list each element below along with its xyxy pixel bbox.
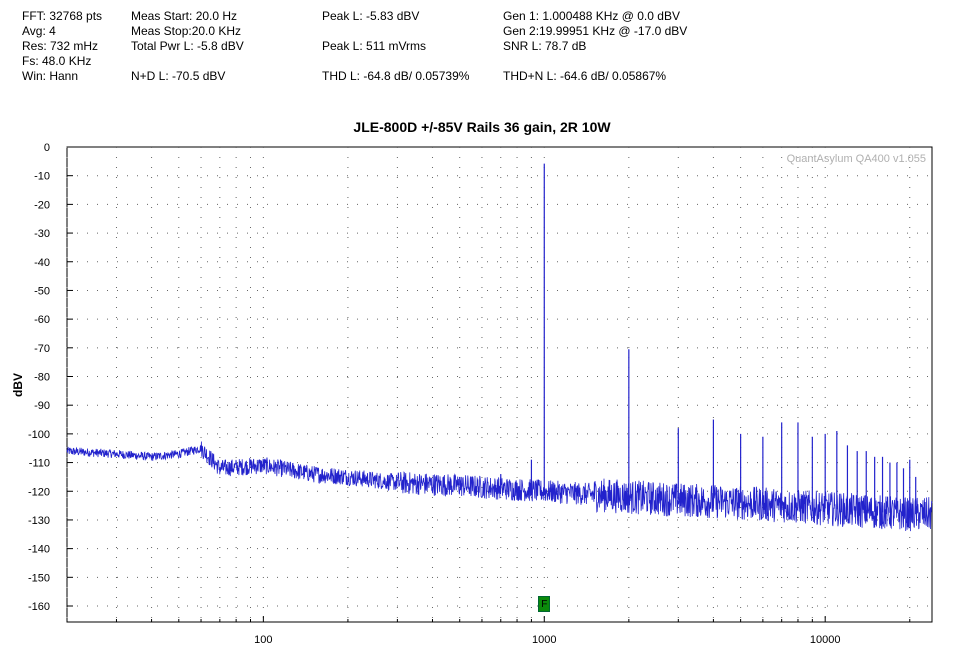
y-tick-label: -130 <box>28 515 50 527</box>
stat-meas-start: Meas Start: 20.0 Hz <box>131 9 238 23</box>
stat-snr: SNR L: 78.7 dB <box>503 39 587 53</box>
stat-peak-dbv: Peak L: -5.83 dBV <box>322 9 420 23</box>
stat-noise-distortion: N+D L: -70.5 dBV <box>131 69 226 83</box>
y-tick-label: -20 <box>34 199 50 211</box>
y-tick-label: -30 <box>34 228 50 240</box>
plot-area <box>66 146 933 623</box>
stat-thdn: THD+N L: -64.6 dB/ 0.05867% <box>503 69 667 83</box>
stat-peak-vrms: Peak L: 511 mVrms <box>322 39 427 53</box>
x-ticks: 100 1000 10000 <box>66 616 911 646</box>
y-tick-label: -150 <box>28 572 50 584</box>
fundamental-marker[interactable]: F <box>538 596 551 612</box>
spectrum-trace <box>66 441 933 532</box>
y-tick-label: -40 <box>34 257 50 269</box>
y-tick-label: -80 <box>34 372 50 384</box>
stat-thd: THD L: -64.8 dB/ 0.05739% <box>322 69 470 83</box>
stat-meas-stop: Meas Stop:20.0 KHz <box>131 24 242 38</box>
stat-window: Win: Hann <box>22 69 79 83</box>
stat-fft: FFT: 32768 pts <box>22 9 103 23</box>
y-tick-label: -140 <box>28 544 50 556</box>
y-tick-label: -100 <box>28 429 50 441</box>
y-tick-label: -10 <box>34 171 50 183</box>
grid <box>66 147 932 622</box>
y-tick-label: -60 <box>34 314 50 326</box>
y-tick-label: 0 <box>44 142 50 154</box>
x-tick-label: 1000 <box>532 634 556 646</box>
watermark: QuantAsylum QA400 v1.055 <box>786 153 926 165</box>
stat-avg: Avg: 4 <box>22 24 56 38</box>
y-tick-label: -70 <box>34 343 50 355</box>
y-ticks: 0 -10 -20 -30 -40 -50 -60 -70 -80 -90 -100 -110 -120… <box>28 142 73 613</box>
chart-title: JLE-800D +/-85V Rails 36 gain, 2R 10W <box>353 119 611 135</box>
y-tick-label: -120 <box>28 486 50 498</box>
stat-gen2: Gen 2:19.99951 KHz @ -17.0 dBV <box>503 24 688 38</box>
stat-res: Res: 732 mHz <box>22 39 99 53</box>
stat-total-power: Total Pwr L: -5.8 dBV <box>131 39 244 53</box>
x-tick-label: 10000 <box>810 634 841 646</box>
y-tick-label: -90 <box>34 400 50 412</box>
harmonic-peaks <box>459 163 917 515</box>
y-tick-label: -50 <box>34 285 50 297</box>
y-tick-label: -160 <box>28 601 50 613</box>
stat-fs: Fs: 48.0 KHz <box>22 54 92 68</box>
stat-gen1: Gen 1: 1.000488 KHz @ 0.0 dBV <box>503 9 680 23</box>
x-tick-label: 100 <box>254 634 272 646</box>
y-tick-label: -110 <box>29 458 50 470</box>
